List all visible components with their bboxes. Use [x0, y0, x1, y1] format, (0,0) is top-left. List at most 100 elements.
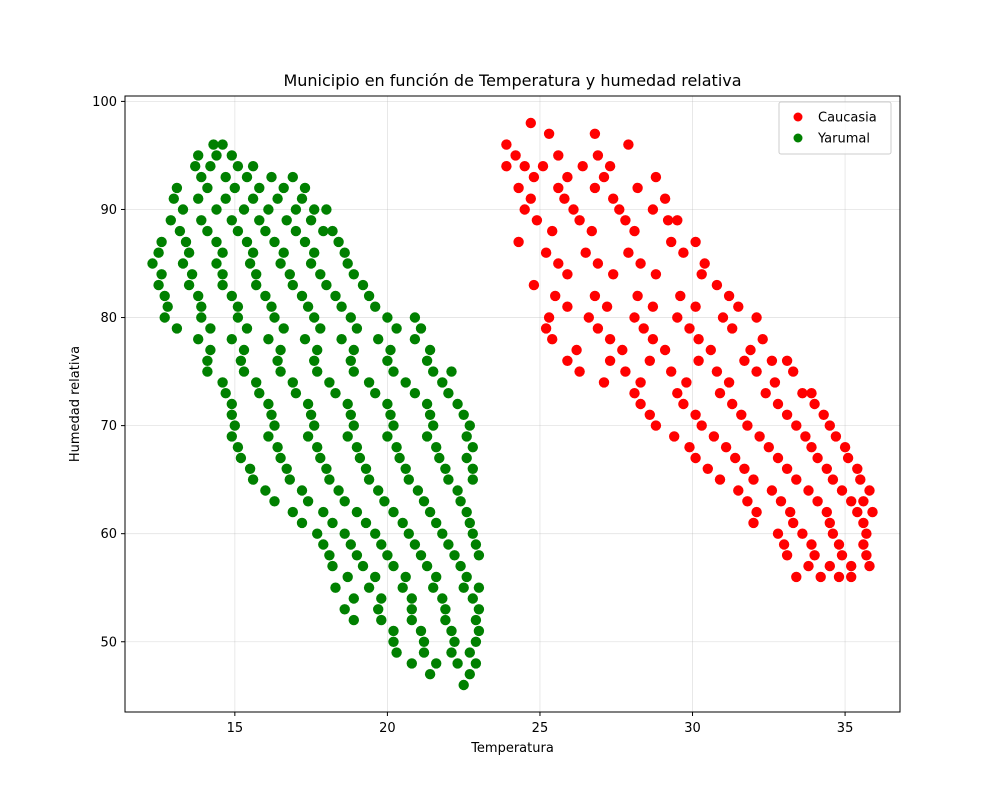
- point-yarumal: [202, 225, 213, 237]
- point-caucasia: [757, 334, 768, 345]
- point-caucasia: [647, 204, 659, 215]
- point-caucasia: [690, 301, 701, 312]
- point-yarumal: [156, 269, 167, 280]
- point-caucasia: [812, 452, 823, 464]
- point-yarumal: [296, 290, 308, 302]
- data-points: [147, 117, 878, 691]
- point-yarumal: [452, 658, 463, 669]
- point-yarumal: [443, 474, 454, 485]
- point-caucasia: [562, 269, 573, 280]
- point-yarumal: [269, 312, 280, 323]
- point-yarumal: [196, 312, 207, 323]
- point-caucasia: [501, 139, 512, 150]
- point-yarumal: [415, 625, 427, 637]
- point-caucasia: [723, 290, 735, 302]
- point-yarumal: [251, 279, 262, 291]
- point-yarumal: [241, 171, 253, 183]
- point-yarumal: [226, 409, 237, 420]
- point-yarumal: [400, 463, 411, 474]
- point-yarumal: [263, 204, 274, 215]
- chart-title: Municipio en función de Temperatura y hu…: [283, 71, 741, 90]
- point-caucasia: [812, 496, 823, 507]
- point-caucasia: [635, 377, 646, 388]
- point-caucasia: [632, 182, 643, 194]
- point-caucasia: [604, 355, 616, 366]
- point-yarumal: [467, 463, 478, 474]
- point-yarumal: [342, 258, 353, 269]
- point-yarumal: [321, 204, 332, 215]
- point-yarumal: [428, 366, 439, 377]
- point-caucasia: [824, 420, 835, 431]
- point-yarumal: [345, 355, 356, 366]
- point-yarumal: [327, 560, 338, 572]
- point-caucasia: [733, 301, 744, 312]
- point-yarumal: [431, 658, 442, 669]
- point-caucasia: [858, 539, 869, 550]
- point-caucasia: [589, 128, 601, 139]
- point-yarumal: [351, 442, 363, 453]
- point-yarumal: [379, 496, 390, 507]
- point-yarumal: [388, 625, 399, 637]
- point-caucasia: [696, 420, 707, 431]
- point-caucasia: [806, 539, 817, 550]
- point-yarumal: [470, 658, 482, 669]
- point-yarumal: [263, 398, 274, 410]
- point-yarumal: [370, 528, 381, 539]
- point-caucasia: [858, 517, 869, 529]
- point-caucasia: [781, 355, 793, 366]
- point-yarumal: [342, 431, 353, 442]
- point-yarumal: [309, 420, 320, 431]
- point-caucasia: [608, 193, 619, 204]
- point-caucasia: [781, 550, 793, 561]
- point-yarumal: [232, 225, 244, 237]
- axis-ticks: 15 20 25 30 35 50 60 70 80 90 100: [92, 95, 853, 736]
- point-yarumal: [339, 247, 350, 258]
- point-yarumal: [458, 409, 469, 420]
- point-yarumal: [467, 442, 478, 453]
- point-caucasia: [827, 528, 839, 539]
- point-yarumal: [415, 550, 427, 561]
- point-yarumal: [266, 409, 277, 420]
- point-yarumal: [232, 442, 244, 453]
- y-axis-title: Humedad relativa: [68, 346, 83, 462]
- point-yarumal: [202, 355, 213, 366]
- point-caucasia: [650, 269, 662, 280]
- point-caucasia: [589, 182, 601, 194]
- point-yarumal: [440, 604, 451, 615]
- point-caucasia: [699, 258, 710, 269]
- point-yarumal: [449, 550, 460, 561]
- point-caucasia: [513, 236, 524, 248]
- point-yarumal: [327, 517, 338, 529]
- point-yarumal: [202, 182, 213, 194]
- point-yarumal: [470, 614, 482, 626]
- x-axis-title: Temperatura: [470, 741, 554, 756]
- point-caucasia: [659, 344, 671, 356]
- point-caucasia: [647, 334, 659, 345]
- point-caucasia: [772, 528, 784, 539]
- legend-box: [778, 101, 892, 155]
- point-yarumal: [147, 258, 158, 269]
- point-caucasia: [675, 290, 686, 302]
- point-caucasia: [559, 193, 570, 204]
- point-yarumal: [318, 225, 329, 237]
- point-yarumal: [171, 182, 183, 194]
- point-yarumal: [437, 593, 448, 604]
- point-yarumal: [406, 658, 417, 669]
- point-caucasia: [763, 442, 774, 453]
- point-yarumal: [296, 517, 308, 529]
- point-caucasia: [580, 247, 591, 258]
- point-caucasia: [766, 355, 778, 366]
- point-caucasia: [684, 442, 695, 453]
- point-yarumal: [275, 344, 286, 356]
- point-caucasia: [833, 539, 845, 550]
- point-caucasia: [693, 355, 704, 366]
- point-caucasia: [788, 366, 799, 377]
- point-yarumal: [299, 334, 311, 345]
- point-yarumal: [217, 377, 228, 388]
- point-caucasia: [635, 258, 646, 269]
- point-yarumal: [385, 409, 396, 420]
- point-yarumal: [348, 593, 359, 604]
- point-caucasia: [864, 560, 875, 572]
- point-yarumal: [327, 225, 338, 237]
